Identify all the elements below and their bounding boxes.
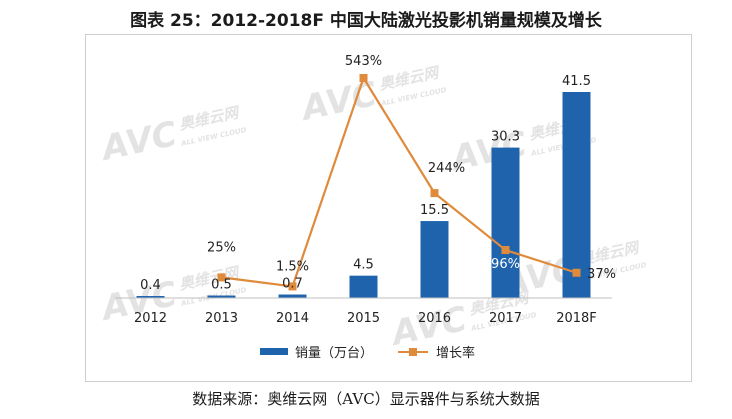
legend-marker-line	[409, 348, 417, 356]
x-tick-label: 2016	[418, 311, 451, 326]
bar	[420, 221, 449, 298]
growth-rate-label: 37%	[587, 267, 616, 282]
watermark-logo: AVC	[296, 74, 381, 129]
bar	[349, 275, 378, 298]
x-tick-label: 2013	[205, 311, 238, 326]
chart-frame	[85, 34, 692, 382]
x-axis-ticks: 2012 2013 2014 2015 2016 2017 2018F	[134, 311, 597, 326]
source-note: 数据来源：奥维云网（AVC）显示器件与系统大数据	[192, 390, 540, 408]
bar-value-label: 0.4	[140, 278, 161, 293]
growth-rate-label: 1.5%	[276, 259, 309, 274]
data-labels: 0.4 0.5 0.7 4.5 15.5 30.3 41.5 25% 1.5% 543% 244% 9…	[140, 54, 616, 293]
x-tick-label: 2014	[276, 311, 309, 326]
legend: 销量（万台） 增长率	[260, 345, 475, 361]
watermark-logo: AVC	[96, 114, 181, 169]
bar-value-label: 0.7	[282, 277, 303, 292]
bar-value-label: 41.5	[562, 74, 591, 89]
growth-rate-label: 244%	[428, 161, 465, 176]
growth-rate-label: 25%	[207, 240, 236, 255]
growth-rate-label: 96%	[491, 257, 520, 272]
line-marker	[217, 273, 226, 282]
chart-title: 图表 25：2012-2018F 中国大陆激光投影机销量规模及增长	[130, 11, 602, 31]
line-marker	[572, 268, 581, 277]
growth-rate-label: 543%	[345, 54, 382, 69]
bar	[136, 296, 165, 298]
bar	[278, 294, 307, 298]
bar	[207, 295, 236, 298]
bar-value-label: 15.5	[420, 203, 449, 218]
x-tick-label: 2017	[489, 311, 522, 326]
legend-label-bar: 销量（万台）	[295, 346, 373, 361]
line-marker	[288, 282, 297, 291]
bar	[562, 92, 591, 298]
bar-series	[136, 92, 591, 298]
line-marker	[359, 74, 368, 82]
line-marker	[501, 246, 510, 255]
x-tick-label: 2018F	[556, 311, 597, 326]
line-series	[217, 74, 581, 291]
growth-line	[221, 75, 577, 288]
x-tick-label: 2012	[134, 311, 167, 326]
legend-label-line: 增长率	[436, 345, 475, 361]
line-marker	[430, 189, 439, 198]
legend-swatch-bar	[260, 348, 288, 355]
bar-value-label: 30.3	[491, 130, 520, 145]
x-tick-label: 2015	[347, 311, 380, 326]
bar-value-label: 0.5	[211, 278, 232, 293]
bar	[491, 147, 520, 298]
bar-value-label: 4.5	[353, 258, 374, 273]
